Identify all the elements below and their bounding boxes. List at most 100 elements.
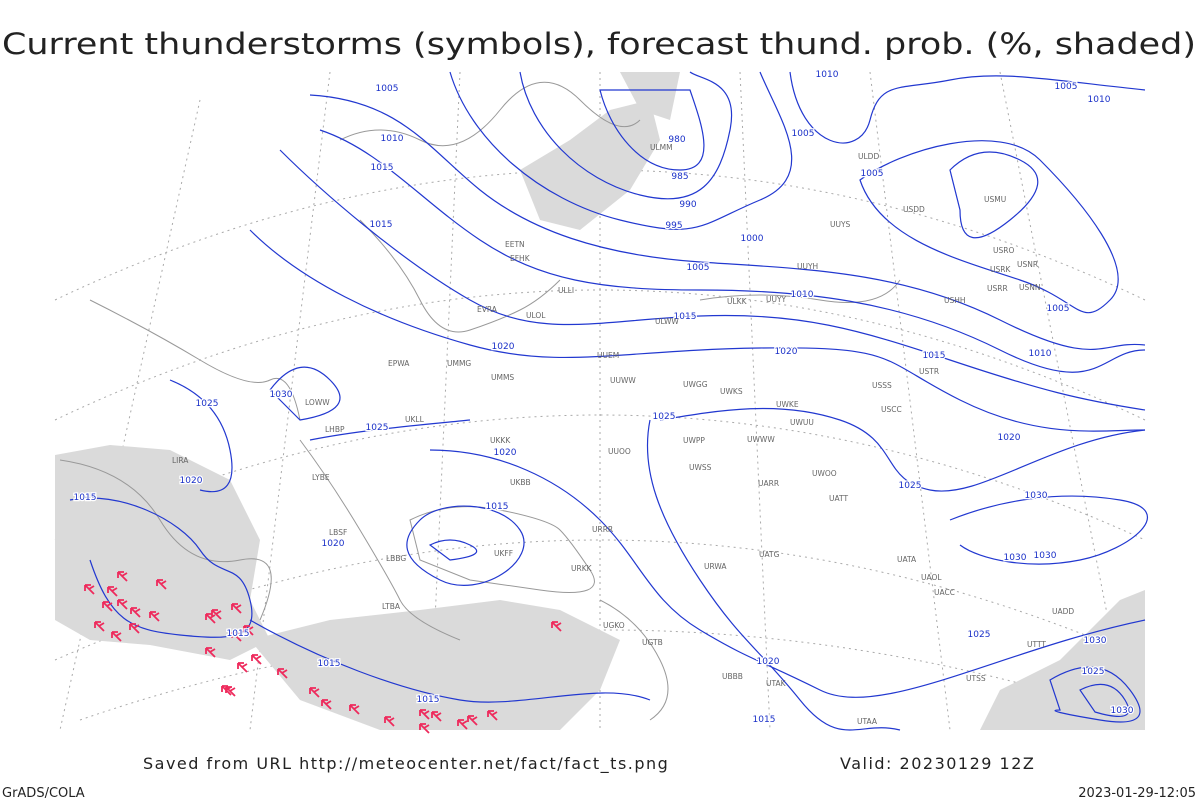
isobar-label: 1030 <box>270 390 293 400</box>
isobar-label: 985 <box>671 172 688 182</box>
isobar-label: 1005 <box>376 84 399 94</box>
thunderstorm-symbol <box>277 668 288 679</box>
isobar-label: 1015 <box>74 493 97 503</box>
thunderstorm-symbol <box>156 579 167 590</box>
station-code: USHH <box>944 296 966 305</box>
thunderstorm-symbol <box>467 715 478 726</box>
station-code: USTR <box>919 367 939 376</box>
thunderstorm-symbol <box>231 603 242 614</box>
station-code: ULMM <box>650 143 673 152</box>
station-code: UMMS <box>491 373 514 382</box>
isobar-label: 1020 <box>494 448 517 458</box>
station-code: UKLL <box>405 415 425 424</box>
station-code: USMU <box>984 195 1006 204</box>
isobar-label: 1025 <box>653 412 676 422</box>
station-code: URRR <box>592 525 613 534</box>
station-code: UUOO <box>608 447 631 456</box>
isobar-label: 1005 <box>687 263 710 273</box>
thunderstorm-symbol <box>205 647 216 658</box>
isobar-label: 1020 <box>775 347 798 357</box>
station-code: UACC <box>934 588 955 597</box>
isobar-label: 1010 <box>1088 95 1111 105</box>
station-code: UWKE <box>776 400 799 409</box>
thunderstorm-symbol <box>551 621 562 632</box>
isobar-label: 1005 <box>1047 304 1070 314</box>
credit: GrADS/COLA <box>2 786 85 800</box>
station-code: URKK <box>571 564 593 573</box>
isobar-label: 1030 <box>1025 491 1048 501</box>
thunderstorm-symbol <box>237 662 248 673</box>
thunderstorm-symbol <box>431 711 442 722</box>
valid-time: Valid: 20230129 12Z <box>840 754 1035 773</box>
thunderstorm-symbol <box>321 699 332 710</box>
isobar-label: 1010 <box>1029 349 1052 359</box>
station-code: UAOL <box>921 573 942 582</box>
station-code: ULDD <box>858 152 879 161</box>
isobar-label: 980 <box>668 135 685 145</box>
thunderstorm-symbol <box>211 609 222 620</box>
thunderstorm-symbol <box>487 710 498 721</box>
thunderstorm-symbol <box>111 631 122 642</box>
station-code: ULKK <box>727 297 748 306</box>
station-code: LBBG <box>386 554 406 563</box>
station-code: UWPP <box>683 436 705 445</box>
station-code: UWOO <box>812 469 837 478</box>
isobar-label: 995 <box>665 221 682 231</box>
station-code: UTTT <box>1027 640 1046 649</box>
isobar-label: 1015 <box>417 695 440 705</box>
thunderstorm-symbol <box>84 584 95 595</box>
isobar-label: 1015 <box>753 715 776 725</box>
station-code: UKKK <box>490 436 511 445</box>
station-code: UARR <box>758 479 779 488</box>
thunderstorm-symbol <box>117 571 128 582</box>
station-code: ULWW <box>655 317 679 326</box>
station-code: USRR <box>987 284 1008 293</box>
isobar-label: 1010 <box>816 70 839 80</box>
source-url: Saved from URL http://meteocenter.net/fa… <box>143 754 669 774</box>
isobar-label: 1025 <box>366 423 389 433</box>
station-code: UKFF <box>494 549 513 558</box>
station-code: EVRA <box>477 305 498 314</box>
thunderstorm-symbol <box>130 607 141 618</box>
station-code: LHBP <box>325 425 345 434</box>
station-code: UTSS <box>966 674 986 683</box>
isobar-label: 1015 <box>370 220 393 230</box>
thunderstorm-symbol <box>384 716 395 727</box>
station-code: UTAK <box>766 679 787 688</box>
station-code: USRK <box>990 265 1011 274</box>
station-code: USNN <box>1019 283 1040 292</box>
station-code: UATG <box>759 550 780 559</box>
coastlines <box>59 81 901 721</box>
station-code: USDD <box>903 205 925 214</box>
station-code: LTBA <box>382 602 401 611</box>
station-code: UTAA <box>857 717 878 726</box>
station-code: USCC <box>881 405 902 414</box>
station-code: UMMG <box>447 359 471 368</box>
thunderstorm-symbol <box>231 631 242 642</box>
thunderstorm-symbol <box>102 601 113 612</box>
thunderstorm-symbol <box>309 687 320 698</box>
isobar-label: 990 <box>679 200 696 210</box>
isobar-label: 1030 <box>1004 553 1027 563</box>
thunderstorm-symbol <box>94 621 105 632</box>
station-code: EFHK <box>510 254 531 263</box>
thunderstorm-symbol <box>349 704 360 715</box>
station-code: UATA <box>897 555 917 564</box>
thunderstorm-symbol <box>419 723 430 734</box>
thunderstorm-symbol <box>205 613 216 624</box>
station-code: UUWW <box>610 376 636 385</box>
station-code: UWGG <box>683 380 708 389</box>
station-code: USNR <box>1017 260 1038 269</box>
station-code: UWWW <box>747 435 775 444</box>
thunderstorm-symbol <box>107 586 118 597</box>
isobar-label: 1020 <box>757 657 780 667</box>
isobar-label: 1015 <box>674 312 697 322</box>
station-code: UUYY <box>766 295 787 304</box>
station-code: UADD <box>1052 607 1074 616</box>
thunderstorm-symbol <box>419 709 430 720</box>
thunderstorm-symbol <box>129 623 140 634</box>
station-code: UWUU <box>790 418 814 427</box>
station-code: ULLI <box>558 286 574 295</box>
isobar-label: 1030 <box>1111 706 1134 716</box>
isobar-label: 1030 <box>1034 551 1057 561</box>
